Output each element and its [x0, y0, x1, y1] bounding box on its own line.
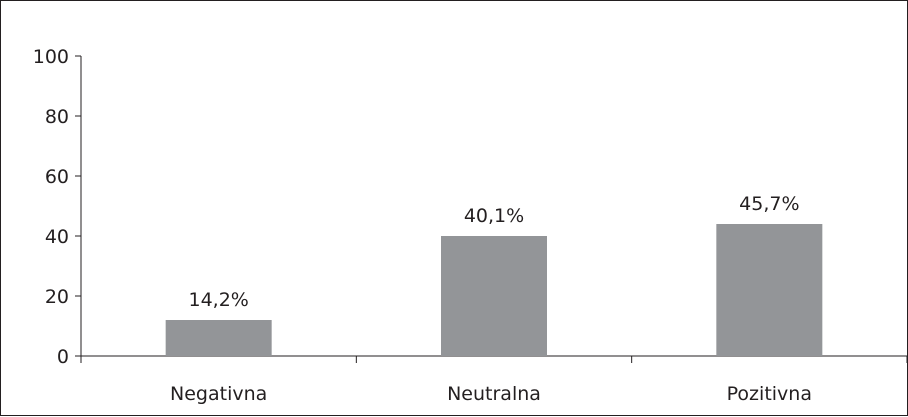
bars	[165, 224, 823, 356]
data-labels: 14,2% 40,1% 45,7%	[188, 193, 799, 311]
x-category-label: Neutralna	[447, 383, 541, 405]
bar-negativna	[165, 320, 272, 356]
y-tick-label: 0	[57, 346, 69, 368]
data-label-pozitivna: 45,7%	[739, 193, 799, 215]
bar-neutralna	[441, 236, 547, 356]
y-axis: 0 20 40 60 80 100	[33, 46, 82, 368]
y-tick-label: 20	[45, 286, 69, 308]
y-tick-label: 60	[45, 166, 69, 188]
bar-pozitivna	[716, 224, 823, 356]
x-axis: Negativna Neutralna Pozitivna	[80, 355, 908, 405]
x-category-label: Negativna	[170, 383, 267, 405]
data-label-neutralna: 40,1%	[464, 205, 524, 227]
y-tick-label: 80	[45, 106, 69, 128]
y-tick-label: 40	[45, 226, 69, 248]
data-label-negativna: 14,2%	[188, 289, 248, 311]
x-category-label: Pozitivna	[727, 383, 812, 405]
y-tick-label: 100	[33, 46, 69, 68]
